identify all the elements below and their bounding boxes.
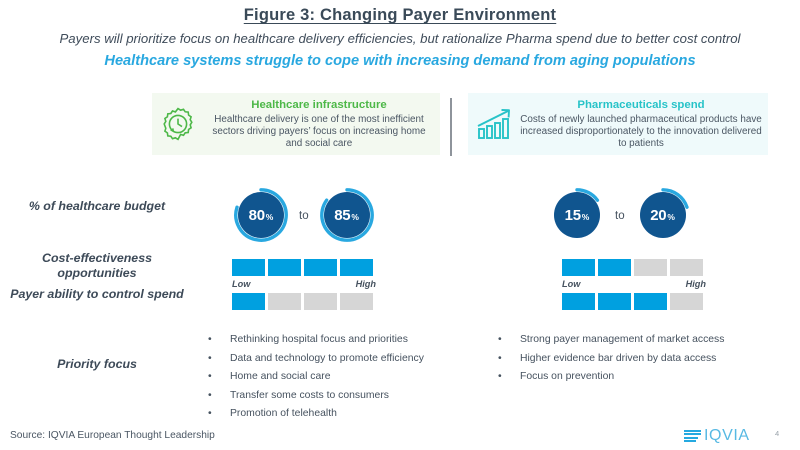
list-item-label: Focus on prevention bbox=[520, 371, 615, 383]
donut-group-healthcare-infrastructure: 80% to 85% bbox=[232, 186, 376, 244]
bar-segment bbox=[304, 259, 337, 276]
source-note: Source: IQVIA European Thought Leadershi… bbox=[10, 430, 215, 441]
segmented-bar-payer-ability-left bbox=[232, 293, 373, 310]
bullet-icon: • bbox=[208, 334, 212, 345]
scale-low-label: Low bbox=[562, 279, 581, 289]
bar-segment bbox=[340, 259, 373, 276]
scale-high-label: High bbox=[355, 279, 376, 289]
donut-chart: 85% bbox=[318, 186, 376, 244]
list-item-label: Strong payer management of market access bbox=[520, 334, 725, 345]
bullet-icon: • bbox=[208, 408, 212, 420]
bar-segment bbox=[598, 293, 631, 310]
scale-low-label: Low bbox=[232, 279, 251, 289]
donut-percent-sign: % bbox=[351, 212, 359, 222]
iqvia-logo: IQVIA bbox=[684, 427, 750, 445]
donut-percent-sign: % bbox=[265, 212, 274, 222]
donut-chart: 15% bbox=[548, 186, 606, 244]
gear-clock-icon bbox=[152, 104, 204, 144]
list-item: • Higher evidence bar driven by data acce… bbox=[498, 350, 770, 369]
segmented-bar-cost-effectiveness-left bbox=[232, 259, 373, 276]
bar-segment bbox=[670, 293, 703, 310]
bar-segment bbox=[232, 259, 265, 276]
bar-segment bbox=[598, 259, 631, 276]
bullet-icon: • bbox=[498, 334, 502, 345]
page-title: Figure 3: Changing Payer Environment bbox=[243, 6, 557, 24]
scale-labels-left: Low High bbox=[232, 279, 376, 289]
bullet-icon: • bbox=[208, 389, 212, 401]
list-item: • Strong payer management of market acces… bbox=[498, 331, 770, 350]
list-item-label: Transfer some costs to consumers bbox=[230, 389, 389, 401]
panel-pharmaceuticals-spend: Pharmaceuticals spend Costs of newly lau… bbox=[468, 93, 768, 155]
panel-divider bbox=[450, 98, 452, 156]
panel-heading: Healthcare infrastructure bbox=[251, 99, 387, 112]
donut-connector-label: to bbox=[615, 210, 625, 222]
list-item: • Rethinking hospital focus and prioritie… bbox=[208, 331, 470, 350]
bar-segment bbox=[634, 293, 667, 310]
bar-segment bbox=[268, 293, 301, 310]
row-label-payer-ability: Payer ability to control spend bbox=[10, 287, 184, 301]
subtitle-primary: Payers will prioritize focus on healthca… bbox=[59, 31, 741, 46]
segmented-bar-payer-ability-right bbox=[562, 293, 703, 310]
bar-segment bbox=[634, 259, 667, 276]
donut-percent-sign: % bbox=[581, 212, 590, 222]
panel-healthcare-infrastructure: Healthcare infrastructure Healthcare del… bbox=[152, 93, 440, 155]
list-item-label: Promotion of telehealth bbox=[230, 408, 337, 420]
donut-core: 80% bbox=[238, 192, 284, 238]
bullet-list-pharmaceuticals-spend: • Strong payer management of market acces… bbox=[498, 331, 770, 387]
iqvia-logo-mark-icon bbox=[684, 429, 701, 443]
bullet-icon: • bbox=[208, 371, 212, 383]
list-item: • Transfer some costs to consumers bbox=[208, 387, 470, 406]
donut-chart: 80% bbox=[232, 186, 290, 244]
list-item: • Focus on prevention bbox=[498, 368, 770, 387]
bar-segment bbox=[670, 259, 703, 276]
bar-segment bbox=[562, 293, 595, 310]
donut-group-pharmaceuticals-spend: 15% to 20% bbox=[548, 186, 692, 244]
donut-chart: 20% bbox=[634, 186, 692, 244]
scale-high-label: High bbox=[685, 279, 706, 289]
page-number: 4 bbox=[775, 429, 780, 438]
segmented-bar-cost-effectiveness-right bbox=[562, 259, 703, 276]
bar-segment bbox=[232, 293, 265, 310]
list-item: • Promotion of telehealth bbox=[208, 405, 470, 424]
panel-body-text: Costs of newly launched pharmaceutical p… bbox=[520, 113, 762, 149]
donut-connector-label: to bbox=[299, 210, 309, 222]
bullet-icon: • bbox=[498, 352, 502, 364]
donut-value: 85 bbox=[334, 206, 351, 224]
bullet-icon: • bbox=[208, 352, 212, 364]
list-item-label: Higher evidence bar driven by data acces… bbox=[520, 352, 717, 364]
donut-core: 20% bbox=[639, 192, 686, 238]
donut-value: 15 bbox=[564, 206, 581, 224]
list-item-label: Rethinking hospital focus and priorities bbox=[230, 334, 408, 345]
list-item-label: Data and technology to promote efficienc… bbox=[230, 352, 424, 364]
list-item-label: Home and social care bbox=[230, 371, 331, 383]
list-item: • Home and social care bbox=[208, 368, 470, 387]
bullet-list-healthcare-infrastructure: • Rethinking hospital focus and prioritie… bbox=[208, 331, 470, 424]
subtitle-secondary: Healthcare systems struggle to cope with… bbox=[104, 53, 696, 69]
donut-value: 80 bbox=[248, 206, 265, 224]
donut-core: 85% bbox=[323, 192, 370, 238]
bar-segment bbox=[268, 259, 301, 276]
bar-segment bbox=[340, 293, 373, 310]
growth-bar-chart-icon bbox=[468, 105, 520, 143]
iqvia-logo-text: IQVIA bbox=[704, 427, 750, 444]
bullet-icon: • bbox=[498, 371, 502, 383]
row-label-priority-focus: Priority focus bbox=[57, 357, 137, 371]
panel-heading: Pharmaceuticals spend bbox=[577, 99, 705, 112]
donut-core: 15% bbox=[554, 192, 600, 238]
panel-body-text: Healthcare delivery is one of the most i… bbox=[212, 113, 426, 149]
bar-segment bbox=[562, 259, 595, 276]
donut-value: 20 bbox=[650, 206, 667, 224]
row-label-budget: % of healthcare budget bbox=[28, 199, 166, 213]
list-item: • Data and technology to promote efficien… bbox=[208, 350, 470, 369]
scale-labels-right: Low High bbox=[562, 279, 706, 289]
row-label-cost-effectiveness: Cost-effectiveness opportunities bbox=[42, 251, 152, 280]
donut-percent-sign: % bbox=[667, 212, 675, 222]
bar-segment bbox=[304, 293, 337, 310]
